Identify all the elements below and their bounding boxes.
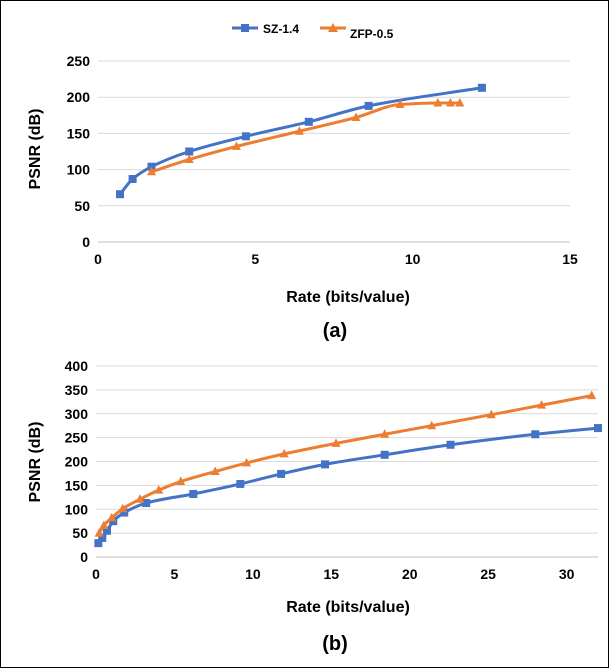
legend-marker-sz (241, 24, 249, 32)
chart-b-ylabel: PSNR (dB) (27, 422, 44, 503)
data-point-zfp-0-5 (210, 466, 220, 476)
data-point-sz-1-4 (304, 117, 313, 126)
data-point-sz-1-4 (321, 460, 330, 469)
chart-a-series (116, 83, 486, 199)
legend-label-sz: SZ-1.4 (263, 22, 299, 36)
data-point-zfp-0-5 (154, 485, 164, 494)
chart-a-ticks: 0 50 100 150 200 250 0 5 10 15 (67, 53, 578, 267)
series-line-zfp-0-5 (149, 101, 462, 174)
data-point-sz-1-4 (142, 499, 151, 508)
data-point-sz-1-4 (116, 190, 125, 199)
x-tick-label: 30 (559, 566, 575, 582)
legend: SZ-1.4 ZFP-0.5 (232, 22, 394, 41)
data-point-zfp-0-5 (455, 97, 465, 107)
y-tick-label: 0 (80, 549, 88, 565)
y-tick-label: 0 (82, 234, 90, 250)
chart-a-ylabel: PSNR (dB) (27, 109, 44, 190)
x-tick-label: 10 (405, 251, 421, 267)
data-point-zfp-0-5 (146, 166, 156, 176)
data-point-sz-1-4 (446, 440, 455, 449)
data-point-zfp-0-5 (118, 503, 128, 513)
legend-marker-zfp (328, 23, 338, 32)
data-point-zfp-0-5 (427, 420, 437, 430)
data-point-zfp-0-5 (176, 476, 186, 486)
data-point-zfp-0-5 (107, 512, 117, 522)
chart-a-grid (98, 60, 570, 207)
data-point-zfp-0-5 (294, 126, 304, 135)
chart-a-panel-label: (a) (323, 320, 347, 342)
legend-item-sz: SZ-1.4 (232, 22, 299, 36)
chart-b-grid (96, 365, 598, 534)
x-tick-label: 0 (94, 251, 102, 267)
x-tick-label: 10 (245, 566, 261, 582)
data-point-zfp-0-5 (184, 154, 194, 163)
chart-b-xlabel: Rate (bits/value) (286, 599, 410, 616)
y-tick-label: 50 (74, 198, 90, 214)
x-tick-label: 15 (324, 566, 340, 582)
y-tick-label: 100 (65, 501, 89, 517)
data-point-sz-1-4 (241, 132, 250, 141)
data-point-zfp-0-5 (242, 457, 252, 467)
data-point-zfp-0-5 (331, 438, 341, 447)
data-point-sz-1-4 (380, 450, 389, 459)
y-tick-label: 200 (65, 454, 89, 470)
data-point-zfp-0-5 (587, 390, 597, 400)
chart-b-ticks: 0 50 100 150 200 250 300 350 400 0 5 10 15 20 25 30 (65, 358, 575, 582)
data-point-sz-1-4 (277, 469, 286, 478)
data-point-sz-1-4 (128, 175, 137, 184)
y-tick-label: 150 (67, 125, 91, 141)
data-point-zfp-0-5 (231, 141, 241, 150)
data-point-zfp-0-5 (351, 112, 361, 121)
data-point-sz-1-4 (147, 162, 156, 171)
chart-b-panel-label: (b) (322, 633, 348, 655)
x-tick-label: 20 (402, 566, 418, 582)
data-point-zfp-0-5 (433, 97, 443, 107)
data-point-zfp-0-5 (279, 448, 289, 458)
data-point-sz-1-4 (185, 147, 194, 156)
data-point-sz-1-4 (98, 533, 107, 542)
data-point-sz-1-4 (364, 101, 373, 110)
data-point-zfp-0-5 (99, 520, 109, 529)
data-point-sz-1-4 (120, 508, 129, 517)
y-tick-label: 400 (65, 358, 89, 374)
y-tick-label: 100 (67, 162, 91, 178)
y-tick-label: 150 (65, 477, 89, 493)
y-tick-label: 250 (65, 430, 89, 446)
data-point-sz-1-4 (531, 430, 540, 439)
data-point-zfp-0-5 (94, 528, 104, 537)
y-tick-label: 300 (65, 406, 89, 422)
data-point-sz-1-4 (94, 539, 103, 548)
data-point-sz-1-4 (477, 83, 486, 92)
data-point-sz-1-4 (236, 479, 245, 488)
chart-b-series (94, 390, 602, 548)
data-point-zfp-0-5 (445, 97, 455, 107)
data-point-zfp-0-5 (395, 99, 405, 108)
x-tick-label: 15 (562, 251, 578, 267)
data-point-zfp-0-5 (486, 409, 496, 419)
y-tick-label: 350 (65, 382, 89, 398)
x-tick-label: 5 (251, 251, 259, 267)
x-tick-label: 25 (480, 566, 496, 582)
y-tick-label: 200 (67, 89, 91, 105)
y-tick-label: 50 (72, 525, 88, 541)
x-tick-label: 0 (92, 566, 100, 582)
y-tick-label: 250 (67, 53, 91, 69)
x-tick-label: 5 (171, 566, 179, 582)
chart-b: 0 50 100 150 200 250 300 350 400 0 5 10 15 20 25 30 Rat… (27, 358, 602, 655)
data-point-sz-1-4 (594, 424, 602, 433)
chart-a-xlabel: Rate (bits/value) (286, 289, 410, 306)
data-point-zfp-0-5 (135, 494, 145, 503)
data-point-zfp-0-5 (380, 429, 390, 438)
legend-label-zfp: ZFP-0.5 (350, 27, 394, 41)
data-point-sz-1-4 (102, 526, 111, 535)
data-point-sz-1-4 (189, 489, 198, 498)
series-line-zfp-0-5 (97, 394, 594, 535)
data-point-zfp-0-5 (537, 400, 547, 409)
legend-item-zfp: ZFP-0.5 (320, 23, 394, 41)
